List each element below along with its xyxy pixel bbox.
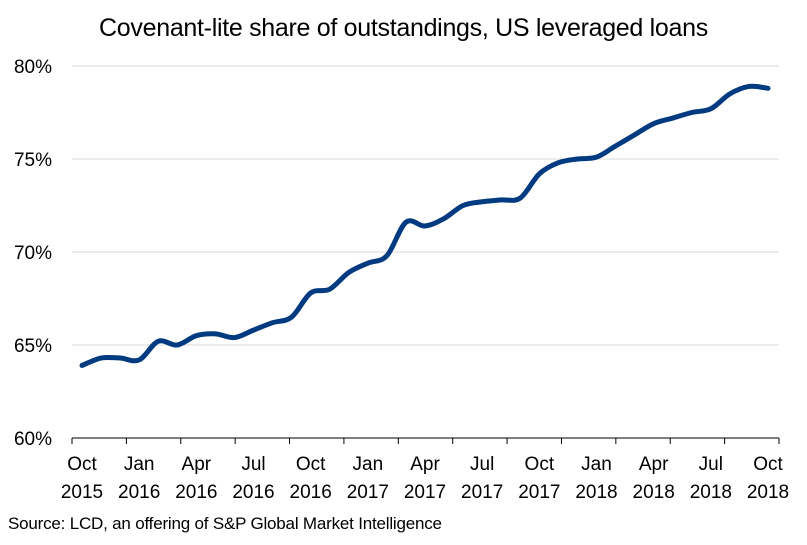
x-tick-label-month: Oct xyxy=(525,454,555,475)
x-tick-label-year: 2016 xyxy=(290,482,332,503)
y-tick-label: 60% xyxy=(14,429,52,450)
x-tick-label-month: Jul xyxy=(699,454,723,475)
y-tick-label: 75% xyxy=(14,150,52,171)
x-tick-label-year: 2018 xyxy=(575,482,617,503)
source-note: Source: LCD, an offering of S&P Global M… xyxy=(8,514,442,533)
x-tick-label-month: Oct xyxy=(296,454,326,475)
x-tick-label-year: 2017 xyxy=(404,482,446,503)
x-tick-label-month: Oct xyxy=(753,454,783,475)
x-tick-label-year: 2016 xyxy=(232,482,274,503)
series-line xyxy=(79,83,771,368)
y-axis-labels: 60% 65% 70% 75% 80% xyxy=(14,57,52,450)
x-tick-label-year: 2018 xyxy=(747,482,789,503)
x-tick-label-month: Jan xyxy=(353,454,384,475)
y-tick-label: 80% xyxy=(14,57,52,78)
x-tick-label-month: Jan xyxy=(581,454,612,475)
x-tick-label-year: 2017 xyxy=(518,482,560,503)
x-tick-label-year: 2017 xyxy=(461,482,503,503)
gridlines xyxy=(72,65,779,346)
x-axis xyxy=(71,437,780,444)
x-tick-label-year: 2016 xyxy=(118,482,160,503)
y-tick-label: 65% xyxy=(14,336,52,357)
x-tick-label-year: 2015 xyxy=(61,482,103,503)
x-tick-label-year: 2018 xyxy=(633,482,675,503)
chart-title: Covenant-lite share of outstandings, US … xyxy=(99,14,708,42)
x-tick-label-year: 2018 xyxy=(690,482,732,503)
x-tick-label-year: 2017 xyxy=(347,482,389,503)
x-tick-label-month: Apr xyxy=(639,454,669,475)
x-tick-label-month: Jan xyxy=(124,454,155,475)
x-tick-label-year: 2016 xyxy=(175,482,217,503)
x-tick-label-month: Apr xyxy=(182,454,212,475)
y-tick-label: 70% xyxy=(14,243,52,264)
x-tick-label-month: Jul xyxy=(470,454,494,475)
x-axis-labels: Oct 2015 Jan 2016 Apr 2016 Jul 2016 Oct 2016 Jan 20… xyxy=(61,454,789,503)
x-tick-label-month: Oct xyxy=(67,454,97,475)
x-tick-label-month: Jul xyxy=(241,454,265,475)
x-tick-label-month: Apr xyxy=(410,454,440,475)
